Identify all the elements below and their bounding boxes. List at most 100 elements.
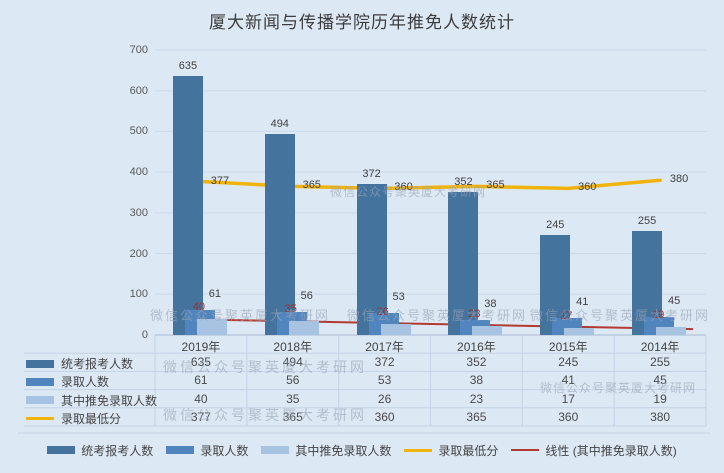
bar-其中推免录取人数-2016年 bbox=[472, 325, 503, 335]
table-cell-录取人数-1: 56 bbox=[286, 373, 300, 388]
table-cell-统考报考人数-2: 372 bbox=[374, 355, 395, 370]
table-cell-统考报考人数-1: 494 bbox=[282, 355, 303, 370]
bar-label-统考报考人数-3: 352 bbox=[454, 175, 473, 188]
y-tick-200: 200 bbox=[129, 247, 148, 260]
table-cell-录取人数-0: 61 bbox=[194, 373, 208, 388]
bar-统考报考人数-2018年 bbox=[264, 133, 295, 335]
legend-item-label: 线性 (其中推免录取人数) bbox=[545, 443, 677, 458]
bar-其中推免录取人数-2017年 bbox=[380, 324, 411, 335]
line-label-录取最低分-5: 380 bbox=[669, 173, 689, 186]
table-cell-录取最低分-5: 380 bbox=[650, 409, 671, 424]
table-cell-统考报考人数-5: 255 bbox=[650, 355, 671, 370]
bar-统考报考人数-2016年 bbox=[448, 191, 479, 335]
table-cell-其中推免录取人数-0: 40 bbox=[194, 391, 208, 406]
table-row-label-text: 录取最低分 bbox=[61, 411, 122, 426]
legend-item-label: 统考报考人数 bbox=[81, 443, 154, 458]
legend-item-其中推免录取人数: 其中推免录取人数 bbox=[261, 442, 391, 459]
line-label-录取最低分-4: 360 bbox=[578, 181, 597, 194]
watermark-text: 微信公众号聚英厦大考研网 bbox=[347, 308, 528, 323]
legend-item-录取人数: 录取人数 bbox=[166, 442, 248, 459]
bar-swatch-icon bbox=[47, 446, 76, 454]
table-row-label-text: 统考报考人数 bbox=[61, 357, 134, 372]
table-cell-录取人数-4: 41 bbox=[561, 373, 575, 388]
category-label-2015年: 2015年 bbox=[548, 340, 588, 354]
y-tick-300: 300 bbox=[129, 206, 148, 219]
legend-item-录取最低分: 录取最低分 bbox=[404, 442, 498, 459]
bar-label-录取人数-1: 56 bbox=[300, 290, 313, 303]
bar-其中推免录取人数-2015年 bbox=[564, 328, 595, 335]
bar-label-其中推免录取人数-3: 23 bbox=[468, 307, 481, 320]
bar-label-录取人数-4: 41 bbox=[576, 296, 589, 309]
watermark-text: 微信公众号聚英厦大考研网 bbox=[163, 359, 367, 375]
bar-label-其中推免录取人数-2: 26 bbox=[376, 306, 389, 319]
bar-label-统考报考人数-1: 494 bbox=[270, 117, 289, 130]
table-cell-录取人数-3: 38 bbox=[469, 373, 484, 388]
table-row-label-其中推免录取人数: 其中推免录取人数 bbox=[26, 392, 157, 409]
bar-label-统考报考人数-2: 372 bbox=[362, 167, 381, 180]
bar-swatch-icon bbox=[166, 446, 195, 454]
line-label-录取最低分-0: 377 bbox=[210, 174, 230, 187]
bar-label-录取人数-3: 38 bbox=[484, 297, 497, 310]
line-swatch-icon bbox=[26, 416, 54, 420]
y-tick-400: 400 bbox=[129, 166, 148, 179]
bar-其中推免录取人数-2019年 bbox=[196, 318, 227, 335]
bar-label-其中推免录取人数-4: 17 bbox=[560, 310, 573, 323]
bar-label-其中推免录取人数-1: 35 bbox=[284, 302, 297, 315]
bar-swatch-icon bbox=[26, 396, 54, 405]
watermark-text: 微信公众号聚英厦大考研网 bbox=[540, 381, 697, 395]
y-tick-500: 500 bbox=[129, 125, 148, 138]
table-cell-其中推免录取人数-3: 23 bbox=[469, 391, 484, 406]
table-cell-统考报考人数-0: 635 bbox=[190, 355, 211, 370]
table-cell-录取最低分-4: 360 bbox=[558, 409, 579, 424]
category-label-2017年: 2017年 bbox=[365, 340, 404, 354]
bar-统考报考人数-2017年 bbox=[356, 183, 387, 335]
table-cell-统考报考人数-3: 352 bbox=[466, 355, 487, 370]
legend: 统考报考人数 录取人数 其中推免录取人数 录取最低分 线性 (其中推免录取人数) bbox=[0, 437, 724, 463]
y-tick-0: 0 bbox=[141, 329, 148, 341]
table-row-label-统考报考人数: 统考报考人数 bbox=[26, 355, 133, 372]
watermark-text: 微信公众号聚英厦大考研网 bbox=[330, 185, 487, 199]
category-label-2018年: 2018年 bbox=[273, 340, 313, 354]
bar-label-录取人数-2: 53 bbox=[392, 291, 405, 304]
bar-swatch-icon bbox=[26, 377, 54, 386]
y-tick-100: 100 bbox=[129, 288, 148, 301]
bar-label-统考报考人数-0: 635 bbox=[178, 60, 198, 73]
legend-item-统考报考人数: 统考报考人数 bbox=[47, 442, 153, 459]
table-cell-录取最低分-3: 365 bbox=[466, 409, 487, 424]
y-tick-700: 700 bbox=[129, 44, 148, 56]
chart-title: 厦大新闻与传播学院历年推免人数统计 bbox=[209, 13, 515, 32]
line-label-录取最低分-1: 365 bbox=[302, 179, 321, 192]
category-label-2014年: 2014年 bbox=[640, 340, 680, 354]
table-cell-其中推免录取人数-2: 26 bbox=[377, 391, 392, 406]
bar-label-录取人数-5: 45 bbox=[667, 294, 681, 307]
bar-label-其中推免录取人数-5: 19 bbox=[651, 309, 665, 322]
category-label-2019年: 2019年 bbox=[181, 340, 221, 354]
table-row-label-录取最低分: 录取最低分 bbox=[26, 410, 121, 427]
table-cell-录取人数-5: 45 bbox=[653, 373, 667, 388]
table-cell-其中推免录取人数-4: 17 bbox=[561, 391, 575, 406]
line-label-录取最低分-2: 360 bbox=[394, 181, 413, 194]
bar-label-其中推免录取人数-0: 40 bbox=[192, 300, 206, 313]
table-cell-其中推免录取人数-5: 19 bbox=[653, 391, 667, 406]
y-tick-600: 600 bbox=[129, 84, 148, 97]
table-cell-统考报考人数-4: 245 bbox=[558, 355, 579, 370]
table-cell-录取最低分-1: 365 bbox=[282, 409, 303, 424]
table-cell-录取最低分-2: 360 bbox=[374, 409, 395, 424]
bar-label-统考报考人数-4: 245 bbox=[546, 219, 565, 232]
bar-统考报考人数-2019年 bbox=[172, 76, 203, 335]
bar-swatch-icon bbox=[261, 446, 290, 454]
bar-其中推免录取人数-2014年 bbox=[656, 327, 687, 335]
category-label-2016年: 2016年 bbox=[457, 340, 496, 354]
line-swatch-icon bbox=[511, 449, 540, 451]
legend-item-label: 录取人数 bbox=[200, 443, 249, 458]
watermark-text: 微信公众号聚英厦大考研网 bbox=[163, 407, 367, 423]
legend-item-label: 录取最低分 bbox=[438, 443, 499, 458]
bar-其中推免录取人数-2018年 bbox=[288, 320, 319, 335]
table-row-label-录取人数: 录取人数 bbox=[26, 373, 109, 390]
watermark-text: 微信公众号聚英厦大考研网 bbox=[150, 308, 331, 323]
bar-swatch-icon bbox=[26, 359, 54, 368]
bar-label-录取人数-0: 61 bbox=[208, 288, 222, 301]
table-cell-其中推免录取人数-1: 35 bbox=[286, 391, 300, 406]
table-row-label-text: 录取人数 bbox=[61, 375, 110, 390]
table-row-label-text: 其中推免录取人数 bbox=[61, 393, 158, 408]
